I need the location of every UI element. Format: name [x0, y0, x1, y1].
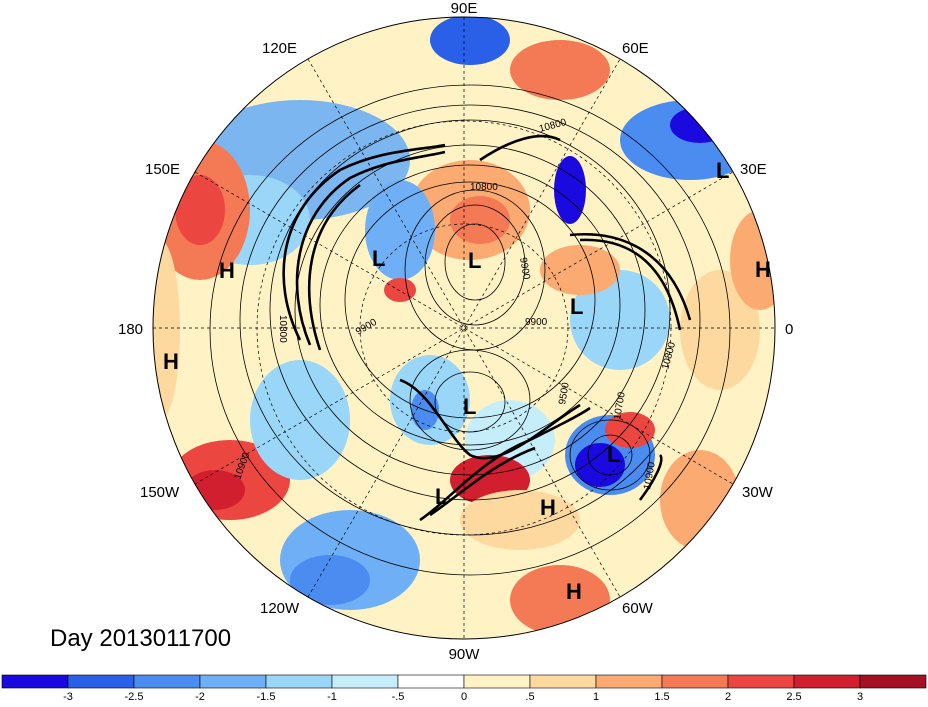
longitude-labels: 90E 60E 30E 0 30W 60W 90W 120W 150W 180 … — [118, 0, 793, 663]
contour-label: 10800 — [470, 182, 498, 193]
colorbar-tick-label: 1 — [593, 691, 599, 702]
lon-label-90w: 90W — [449, 646, 481, 663]
lon-label-150e: 150E — [145, 161, 180, 178]
colorbar-swatch — [793, 674, 861, 689]
lon-label-180: 180 — [118, 321, 143, 338]
low-marker: L — [463, 394, 476, 419]
high-marker: H — [540, 495, 556, 520]
colorbar-swatch — [1, 674, 69, 689]
colorbar-tick-label: -2 — [195, 691, 205, 702]
colorbar-swatch — [859, 674, 927, 689]
colorbar-tick-label: -.5 — [392, 691, 405, 702]
low-marker: L — [468, 248, 481, 273]
colorbar-swatch — [67, 674, 135, 689]
contour-label: 10700 — [612, 391, 628, 421]
colorbar-swatch — [199, 674, 267, 689]
contour-label: 9900 — [525, 317, 548, 328]
contour-label: 9500 — [557, 381, 572, 405]
lon-label-30w: 30W — [742, 484, 774, 501]
lon-label-60w: 60W — [622, 600, 654, 617]
lon-label-120e: 120E — [262, 40, 297, 57]
colorbar-swatch — [265, 674, 333, 689]
colorbar-swatch — [727, 674, 795, 689]
colorbar-swatch — [463, 674, 531, 689]
colorbar-tick-label: .5 — [525, 691, 534, 702]
low-marker: L — [607, 442, 620, 467]
high-marker: H — [755, 257, 771, 282]
graticule — [152, 16, 776, 640]
colorbar-tick-label: 2 — [725, 691, 731, 702]
low-marker: L — [372, 246, 385, 271]
colorbar-tick-label: -1.5 — [257, 691, 276, 702]
contour-label: 10800 — [277, 315, 288, 343]
colorbar-tick-label: 2.5 — [786, 691, 801, 702]
colorbar-tick-label: 1.5 — [654, 691, 669, 702]
contour-label: 9900 — [517, 257, 532, 281]
low-marker: L — [716, 158, 729, 183]
colorbar-swatch — [661, 674, 729, 689]
lon-label-60e: 60E — [622, 40, 649, 57]
lon-label-90e: 90E — [451, 0, 478, 17]
lon-label-150w: 150W — [140, 484, 180, 501]
low-marker: L — [435, 484, 448, 509]
high-marker: H — [163, 349, 179, 374]
low-marker: L — [570, 294, 583, 319]
colorbar-swatch — [133, 674, 201, 689]
high-marker: H — [566, 579, 582, 604]
day-label: Day 2013011700 — [50, 625, 231, 652]
colorbar-tick-label: 0 — [461, 691, 467, 702]
lon-label-0: 0 — [785, 321, 793, 338]
colorbar-tick-label: -3 — [63, 691, 73, 702]
colorbar-tick-label: -1 — [327, 691, 337, 702]
lon-label-30e: 30E — [740, 161, 767, 178]
lon-label-120w: 120W — [260, 600, 300, 617]
colorbar-swatch — [595, 674, 663, 689]
jet-stream-contours — [282, 134, 692, 522]
contour-label: 10900 — [642, 461, 658, 491]
colorbar-tick-label: 3 — [857, 691, 863, 702]
colorbar-tick-label: -2.5 — [125, 691, 144, 702]
high-marker: H — [219, 258, 235, 283]
colorbar-swatch — [397, 674, 465, 689]
colorbar: -3 -2.5 -2 -1.5 -1 -.5 0 .5 1 1.5 2 2.5 3 — [1, 674, 927, 703]
pressure-system-labels: L L L L L L L H H H H H — [163, 158, 771, 604]
colorbar-swatch — [529, 674, 597, 689]
colorbar-swatch — [331, 674, 399, 689]
